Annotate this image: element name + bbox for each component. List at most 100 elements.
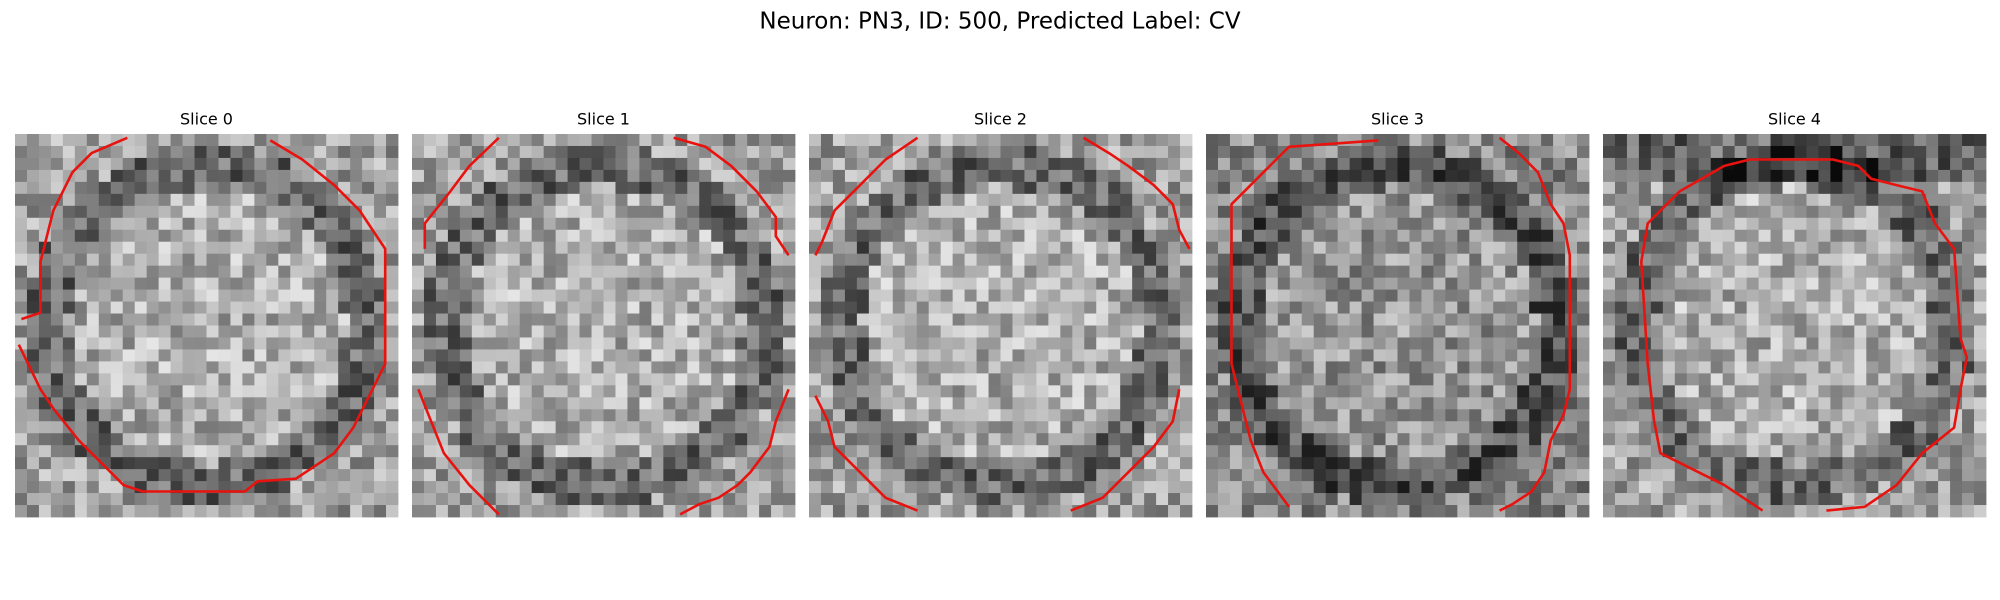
pixel — [591, 193, 604, 207]
pixel — [735, 373, 748, 386]
pixel — [759, 169, 772, 183]
pixel — [964, 265, 977, 279]
pixel — [495, 181, 509, 195]
pixel — [1565, 145, 1578, 159]
pixel — [880, 409, 894, 422]
pixel — [266, 265, 279, 279]
pixel — [1553, 134, 1566, 147]
pixel — [326, 325, 339, 338]
pixel — [1361, 361, 1374, 374]
pixel — [615, 217, 628, 231]
pixel — [1842, 217, 1855, 231]
pixel — [820, 253, 834, 267]
pixel — [1493, 193, 1506, 207]
pixel — [1794, 145, 1807, 159]
pixel — [1806, 301, 1819, 314]
pixel — [1902, 313, 1915, 326]
pixel — [1060, 289, 1073, 302]
pixel — [266, 217, 279, 231]
pixel — [1818, 289, 1831, 302]
pixel — [15, 469, 28, 482]
pixel — [230, 421, 243, 434]
pixel — [1289, 337, 1303, 350]
pixel — [1156, 469, 1169, 482]
pixel — [1818, 397, 1831, 410]
pixel — [1060, 457, 1073, 470]
pixel — [1902, 193, 1915, 207]
pixel — [86, 505, 100, 518]
pixel — [543, 505, 557, 518]
pixel — [146, 289, 160, 302]
pixel — [519, 157, 533, 171]
pixel — [639, 181, 652, 195]
pixel — [880, 205, 894, 219]
pixel — [1265, 301, 1279, 314]
pixel — [1674, 337, 1688, 350]
pixel — [1385, 241, 1398, 255]
pixel — [1962, 193, 1975, 207]
pixel — [1012, 169, 1025, 183]
pixel — [1349, 145, 1362, 159]
pixel — [338, 457, 351, 470]
pixel — [1180, 385, 1193, 398]
pixel — [1914, 373, 1927, 386]
pixel — [976, 349, 989, 362]
pixel — [892, 445, 906, 458]
pixel — [1421, 481, 1434, 494]
panel-title: Slice 0 — [180, 110, 233, 129]
pixel — [26, 385, 40, 398]
pixel — [302, 253, 315, 267]
pixel — [1096, 157, 1109, 171]
pixel — [1385, 313, 1398, 326]
pixel — [242, 421, 255, 434]
pixel — [194, 325, 207, 338]
pixel — [435, 361, 449, 374]
pixel — [1577, 361, 1590, 374]
pixel — [170, 145, 183, 159]
pixel — [663, 433, 676, 446]
pixel — [1698, 253, 1712, 267]
pixel — [1577, 145, 1590, 159]
pixel — [1349, 505, 1362, 518]
pixel — [1541, 385, 1554, 398]
pixel — [362, 181, 375, 195]
pixel — [1565, 433, 1578, 446]
pixel — [1180, 433, 1193, 446]
pixel — [1361, 457, 1374, 470]
pixel — [627, 134, 640, 147]
pixel — [134, 409, 148, 422]
pixel — [1206, 361, 1219, 374]
pixel — [687, 409, 700, 422]
pixel — [1000, 445, 1013, 458]
pixel — [976, 385, 989, 398]
pixel — [651, 265, 664, 279]
pixel — [386, 205, 399, 219]
pixel — [1650, 373, 1664, 386]
pixel — [483, 229, 497, 243]
pixel — [663, 469, 676, 482]
pixel — [1325, 229, 1339, 243]
pixel — [1830, 193, 1843, 207]
pixel — [1529, 229, 1542, 243]
pixel — [326, 229, 339, 243]
pixel — [759, 409, 772, 422]
pixel — [868, 301, 882, 314]
pixel — [1265, 241, 1279, 255]
pixel — [314, 265, 327, 279]
pixel — [1060, 349, 1073, 362]
pixel — [386, 241, 399, 255]
pixel — [543, 169, 557, 183]
pixel — [1770, 349, 1783, 362]
pixel — [74, 493, 88, 506]
pixel — [1108, 457, 1121, 470]
pixel — [735, 134, 748, 147]
pixel — [747, 265, 760, 279]
pixel — [759, 325, 772, 338]
pixel — [639, 134, 652, 147]
slice-image — [1206, 134, 1590, 518]
pixel — [1120, 193, 1133, 207]
pixel — [290, 301, 303, 314]
pixel — [1180, 361, 1193, 374]
pixel — [374, 289, 387, 302]
pixel — [1361, 433, 1374, 446]
